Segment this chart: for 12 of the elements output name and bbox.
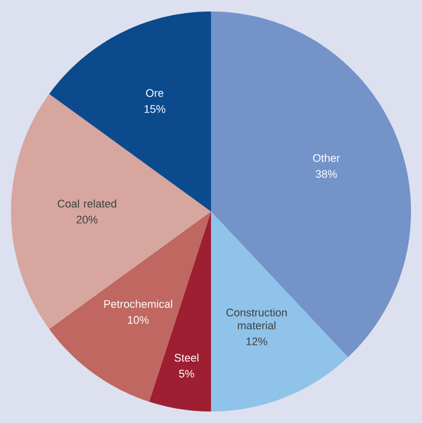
data-label: 15% (144, 105, 166, 113)
slice-label: Coal related (58, 200, 116, 208)
data-label: 5% (179, 370, 194, 378)
data-label: 12% (246, 338, 268, 346)
data-label: 10% (128, 316, 149, 324)
slice-label: Other (313, 154, 340, 162)
slice-label: Petrochemical (104, 300, 172, 308)
slice-label: Ore (146, 89, 164, 97)
data-label: 38% (316, 170, 337, 178)
data-label: 20% (76, 216, 98, 224)
slice-label: Steel (174, 354, 198, 362)
slice-label: Construction material (226, 308, 287, 330)
